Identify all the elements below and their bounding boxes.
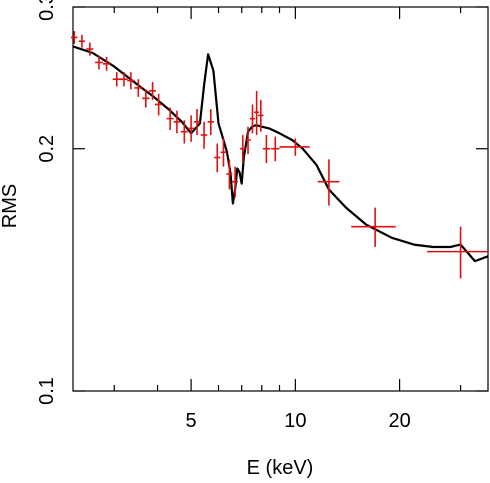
data-point xyxy=(232,166,239,198)
data-point xyxy=(134,79,143,97)
data-point xyxy=(249,104,256,134)
data-layer xyxy=(71,31,488,279)
data-point xyxy=(154,93,163,116)
data-point xyxy=(226,159,233,190)
data-point xyxy=(270,136,280,162)
data-point xyxy=(142,89,150,108)
data-point xyxy=(78,34,86,48)
y-axis-label: RMS xyxy=(0,184,21,228)
data-point xyxy=(127,72,135,90)
data-point xyxy=(427,226,488,279)
data-point xyxy=(193,109,201,136)
data-point xyxy=(220,138,227,167)
data-point xyxy=(258,99,264,132)
model-layer xyxy=(72,45,489,263)
data-point xyxy=(120,72,128,87)
ticks-layer: 5 10 20 0.1 0.2 0.3 xyxy=(36,0,488,432)
data-point xyxy=(245,126,251,155)
data-point xyxy=(262,135,271,163)
plot-area xyxy=(72,6,489,392)
data-point xyxy=(207,109,214,136)
model-line xyxy=(72,45,489,263)
data-point xyxy=(180,120,188,144)
data-point xyxy=(187,115,195,142)
data-point xyxy=(173,110,181,134)
data-point xyxy=(86,42,94,56)
data-point xyxy=(254,90,260,136)
axes-frame xyxy=(72,6,489,392)
data-point xyxy=(279,138,310,156)
x-tick-label: 20 xyxy=(388,410,410,432)
data-point xyxy=(166,107,174,131)
x-axis-label: E (keV) xyxy=(247,457,314,479)
x-tick-label: 5 xyxy=(186,410,197,432)
data-point xyxy=(95,55,103,70)
data-point xyxy=(200,121,208,149)
y-tick-label: 0.3 xyxy=(36,0,58,21)
data-point xyxy=(71,31,78,44)
data-point xyxy=(102,57,111,71)
data-point xyxy=(317,159,340,206)
labels-layer: E (keV) RMS xyxy=(0,184,313,479)
y-tick-label: 0.2 xyxy=(36,135,58,163)
data-point xyxy=(149,82,157,100)
data-point xyxy=(351,207,396,247)
data-point xyxy=(239,135,246,163)
y-tick-label: 0.1 xyxy=(36,377,58,405)
x-tick-label: 10 xyxy=(284,410,306,432)
data-point xyxy=(214,143,221,173)
data-point xyxy=(112,72,121,87)
